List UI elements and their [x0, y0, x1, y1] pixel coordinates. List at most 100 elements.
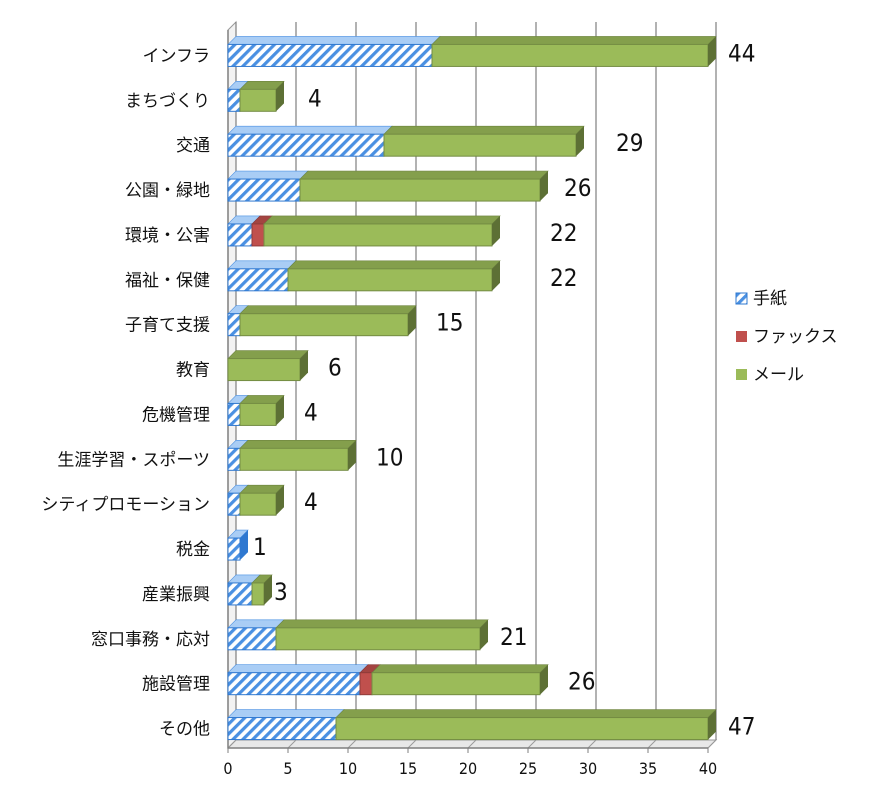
category-label: 福祉・保健 [125, 271, 210, 291]
total-value-label: 26 [564, 174, 591, 202]
bar-top-手紙 [227, 709, 345, 718]
x-tick-label: 40 [699, 759, 717, 778]
total-value-label: 6 [328, 354, 342, 382]
bar-top-手紙 [227, 36, 441, 45]
x-tick-label: 35 [639, 759, 657, 778]
bar-segment-メール [251, 582, 265, 606]
bar-side-face [576, 126, 584, 157]
total-value-label: 1 [253, 533, 267, 561]
bar-top-手紙 [227, 664, 369, 673]
gridline-connector [347, 739, 357, 749]
bar-top-メール [287, 260, 501, 270]
category-label: 産業振興 [142, 585, 210, 605]
bar-side-face [540, 171, 548, 202]
bar-segment-手紙 [227, 672, 361, 696]
category-label: 環境・公害 [125, 226, 210, 246]
x-tick-label: 15 [399, 759, 417, 778]
bar-segment-手紙 [227, 43, 433, 67]
bar-top-メール [431, 36, 717, 45]
bar-top-メール [335, 709, 717, 718]
category-label: 生涯学習・スポーツ [57, 450, 210, 470]
bar-segment-メール [431, 43, 709, 67]
bar-top-手紙 [227, 170, 309, 180]
bar-top-メール [275, 619, 489, 629]
bar-top-メール [371, 664, 549, 673]
category-label: 子育て支援 [125, 316, 210, 336]
x-tick-label: 0 [223, 759, 232, 778]
gridline-connector [527, 739, 537, 749]
bar-side-face [300, 350, 308, 381]
legend-swatch [736, 369, 747, 380]
bar-segment-手紙 [227, 402, 241, 426]
bar-segment-メール [299, 178, 541, 202]
gridline-connector [647, 739, 657, 749]
bar-side-face [708, 709, 716, 740]
bar-segment-メール [227, 358, 301, 382]
bar-side-face [492, 215, 500, 246]
total-value-label: 3 [274, 578, 288, 606]
bar-segment-手紙 [227, 133, 385, 157]
total-value-label: 22 [550, 264, 577, 292]
bar-segment-メール [371, 672, 541, 696]
legend-label: 手紙 [753, 289, 787, 309]
bar-segment-手紙 [227, 717, 337, 741]
total-value-label: 21 [500, 623, 527, 651]
legend-swatch [736, 331, 747, 342]
bar-side-face [408, 305, 416, 336]
total-value-label: 44 [728, 39, 755, 67]
total-value-label: 15 [436, 309, 463, 337]
bar-segment-メール [239, 313, 409, 337]
x-tick-label: 10 [339, 759, 357, 778]
category-label: インフラ [143, 46, 211, 66]
bar-side-face [480, 619, 488, 650]
legend-swatch [735, 292, 748, 305]
legend-label: メール [753, 365, 804, 385]
total-value-label: 22 [550, 219, 577, 247]
bar-segment-手紙 [227, 178, 301, 202]
gridline-connector [467, 739, 477, 749]
bar-segment-手紙 [227, 537, 241, 561]
bar-side-face [348, 440, 356, 471]
bar-segment-手紙 [227, 447, 241, 471]
bar-segment-メール [239, 447, 349, 471]
bar-top-手紙 [227, 125, 393, 135]
bar-segment-手紙 [227, 582, 253, 606]
bar-segment-ファックス [251, 223, 265, 247]
bar-segment-手紙 [227, 313, 241, 337]
bar-segment-メール [239, 88, 277, 112]
bar-top-メール [299, 170, 549, 180]
bar-segment-手紙 [227, 268, 289, 292]
x-tick-label: 20 [459, 759, 477, 778]
bar-segment-メール [239, 402, 277, 426]
category-label: 交通 [176, 136, 210, 156]
bar-side-face [264, 574, 272, 605]
category-label: 危機管理 [142, 405, 210, 425]
category-label: シティプロモーション [41, 495, 210, 515]
bar-segment-メール [263, 223, 493, 247]
gridline-connector [227, 739, 237, 749]
bar-side-face [276, 395, 284, 426]
bar-top-メール [227, 350, 309, 359]
total-value-label: 4 [304, 398, 318, 426]
gridline-connector [407, 739, 417, 749]
bar-top-メール [239, 305, 417, 314]
bar-segment-手紙 [227, 88, 241, 112]
bar-side-face [276, 485, 284, 516]
category-label: まちづくり [125, 91, 210, 111]
x-tick-label: 25 [519, 759, 537, 778]
gridline-connector [587, 739, 597, 749]
bar-segment-メール [239, 492, 277, 516]
bar-segment-手紙 [227, 223, 253, 247]
bar-top-手紙 [227, 260, 297, 270]
gridline-connector [287, 739, 297, 749]
bar-top-メール [383, 125, 585, 135]
bar-segment-メール [335, 717, 709, 741]
x-tick-label: 5 [283, 759, 292, 778]
legend-label: ファックス [753, 327, 838, 347]
bar-top-手紙 [227, 619, 285, 629]
bar-segment-メール [275, 627, 481, 651]
category-label: その他 [159, 720, 210, 740]
category-label: 窓口事務・応対 [91, 630, 210, 650]
